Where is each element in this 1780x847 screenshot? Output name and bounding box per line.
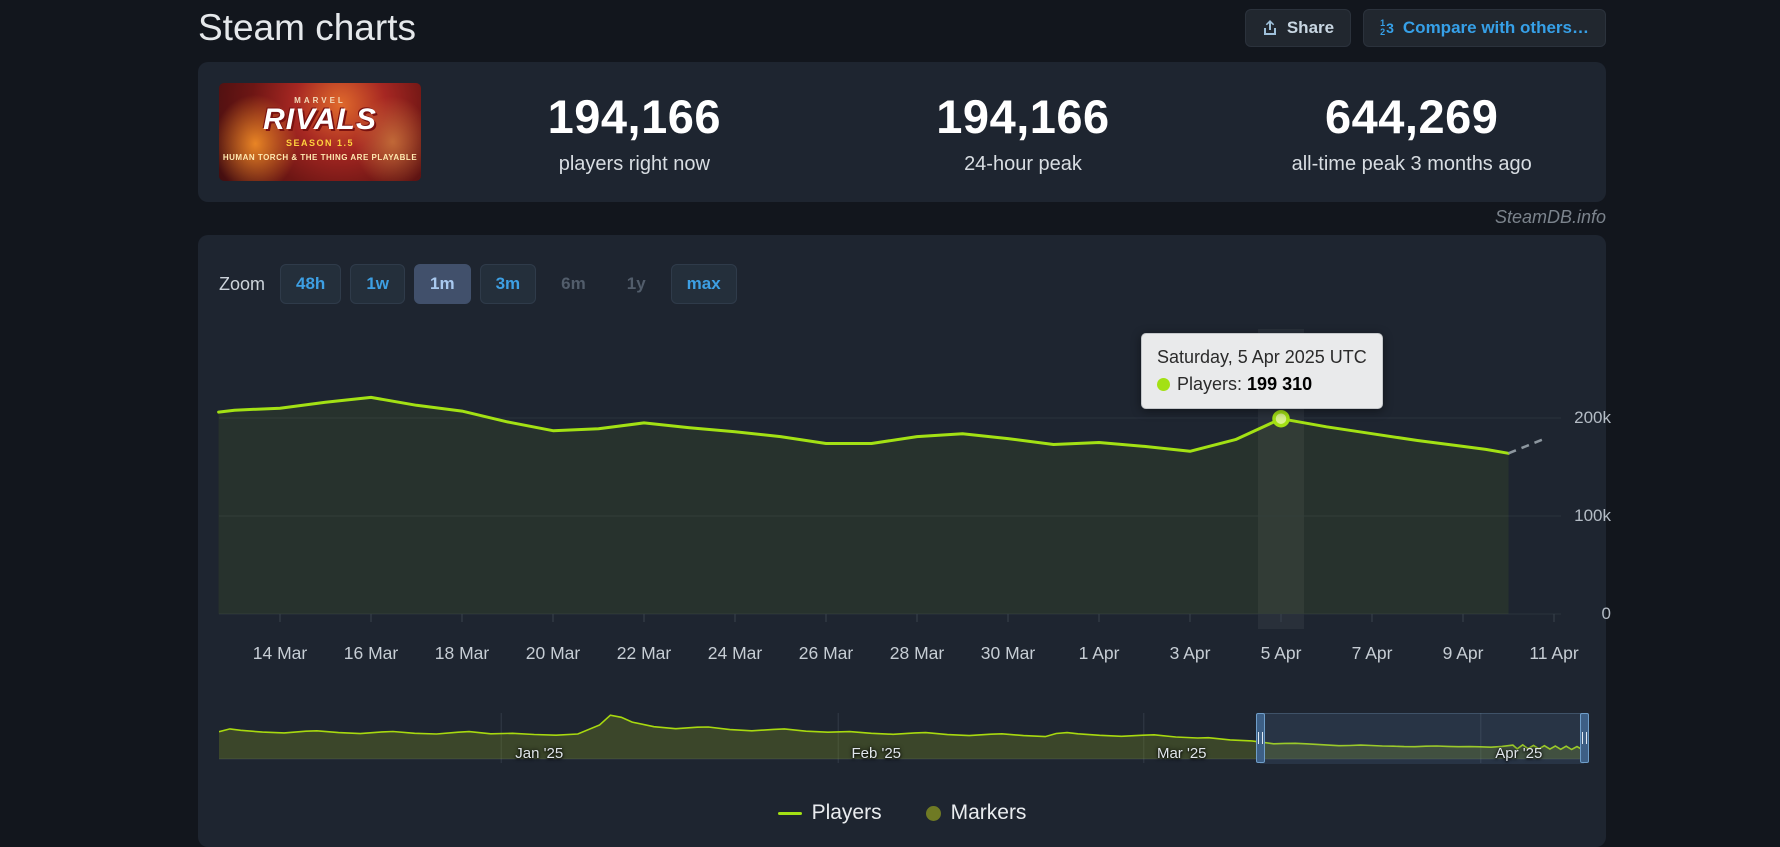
share-label: Share <box>1286 18 1335 37</box>
players-line-chart <box>217 395 1561 622</box>
share-icon <box>1263 20 1276 35</box>
legend-players-label: Players <box>811 801 882 824</box>
y-axis-label: 0 <box>1601 604 1611 623</box>
navigator-right-handle[interactable] <box>1579 713 1589 763</box>
x-axis-label: 30 Mar <box>980 643 1036 663</box>
stat-label: all-time peak 3 months ago <box>1291 152 1532 175</box>
chart-legend: Players Markers <box>198 801 1606 825</box>
tooltip-series-row: Players: 199 310 <box>1157 371 1367 398</box>
zoom-6m-button: 6m <box>545 264 602 304</box>
game-banner[interactable]: MARVEL RIVALS SEASON 1.5 HUMAN TORCH & T… <box>219 83 421 181</box>
banner-brand: MARVEL <box>294 96 346 105</box>
legend-players[interactable]: Players <box>777 801 882 825</box>
navigator-left-handle[interactable] <box>1256 713 1266 763</box>
zoom-max-button[interactable]: max <box>670 264 737 304</box>
hover-point <box>1272 409 1290 428</box>
x-axis-label: 28 Mar <box>889 643 945 663</box>
zoom-1y-button: 1y <box>611 264 662 304</box>
markers-dot-icon <box>925 805 941 821</box>
x-axis-label: 18 Mar <box>434 643 490 663</box>
stat-value: 194,166 <box>547 89 722 143</box>
stats-columns: 194,166 players right now 194,166 24-hou… <box>440 62 1606 202</box>
stat-24h-peak: 194,166 24-hour peak <box>829 62 1218 202</box>
tooltip-date: Saturday, 5 Apr 2025 UTC <box>1157 347 1367 367</box>
stat-label: 24-hour peak <box>964 152 1082 175</box>
x-axis-label: 3 Apr <box>1169 643 1211 663</box>
banner-caption: HUMAN TORCH & THE THING ARE PLAYABLE <box>222 152 418 162</box>
chart-navigator[interactable]: Jan '25 Feb '25 Mar '25 Apr '25 <box>219 713 1589 764</box>
zoom-48h-button[interactable]: 48h <box>280 264 342 304</box>
x-axis-label: 14 Mar <box>252 643 308 663</box>
compare-label: Compare with others… <box>1402 18 1589 37</box>
zoom-1w-button[interactable]: 1w <box>350 264 405 304</box>
chart-tooltip: Saturday, 5 Apr 2025 UTC Players: 199 31… <box>1141 333 1383 409</box>
nav-month-label: Mar '25 <box>1156 745 1207 762</box>
banner-logo: RIVALS <box>263 103 377 136</box>
projection-dashed-line <box>1508 437 1546 455</box>
players-line-icon <box>777 811 802 815</box>
legend-markers-label: Markers <box>950 801 1027 824</box>
y-axis-label: 100k <box>1574 506 1611 525</box>
x-axis-label: 20 Mar <box>525 643 581 663</box>
x-axis-label: 7 Apr <box>1351 643 1393 663</box>
x-axis-label: 11 Apr <box>1529 643 1579 663</box>
nav-area <box>219 715 1589 759</box>
x-axis-label: 22 Mar <box>616 643 672 663</box>
x-axis-label: 9 Apr <box>1442 643 1484 663</box>
navigator-chart <box>219 713 1589 763</box>
x-axis-label: 1 Apr <box>1078 643 1120 663</box>
x-axis-label: 5 Apr <box>1260 643 1302 663</box>
zoom-3m-button[interactable]: 3m <box>479 264 537 304</box>
nav-month-label: Feb '25 <box>851 745 902 762</box>
steamdb-watermark: SteamDB.info <box>1494 207 1606 227</box>
stat-players-now: 194,166 players right now <box>440 62 829 202</box>
zoom-label: Zoom <box>219 273 266 294</box>
nav-month-label: Jan '25 <box>515 745 564 762</box>
x-axis-label: 24 Mar <box>707 643 763 663</box>
navigator-selected-range[interactable] <box>1260 713 1584 764</box>
players-chart[interactable]: 200k 100k 0 14 Mar 16 Mar 18 Mar 20 Mar 22 Mar… <box>217 329 1611 663</box>
nav-month-label: Apr '25 <box>1495 745 1543 762</box>
legend-markers[interactable]: Markers <box>925 801 1027 825</box>
stats-panel: MARVEL RIVALS SEASON 1.5 HUMAN TORCH & T… <box>198 62 1606 202</box>
tooltip-value: 199 310 <box>1247 374 1313 394</box>
stat-label: players right now <box>558 152 710 175</box>
share-button[interactable]: Share <box>1244 9 1352 47</box>
stat-value: 644,269 <box>1324 89 1499 143</box>
stat-value: 194,166 <box>936 89 1110 143</box>
players-area <box>218 397 1509 614</box>
page-title: Steam charts <box>198 7 416 48</box>
nav-line <box>219 714 1589 751</box>
stat-alltime-peak: 644,269 all-time peak 3 months ago <box>1217 62 1606 202</box>
chart-panel: Zoom 48h 1w 1m 3m 6m 1y max 200k 100k 0 14… <box>198 235 1611 847</box>
zoom-1m-button[interactable]: 1m <box>414 264 471 304</box>
zoom-row: Zoom 48h 1w 1m 3m 6m 1y max <box>219 264 737 304</box>
players-line <box>217 395 1510 455</box>
x-axis-label: 16 Mar <box>343 643 399 663</box>
banner-season: SEASON 1.5 <box>285 137 355 148</box>
y-axis-label: 200k <box>1574 408 1611 427</box>
x-axis-label: 26 Mar <box>798 643 854 663</box>
series-dot-icon <box>1157 378 1170 391</box>
tooltip-series-label: Players: <box>1177 374 1243 394</box>
